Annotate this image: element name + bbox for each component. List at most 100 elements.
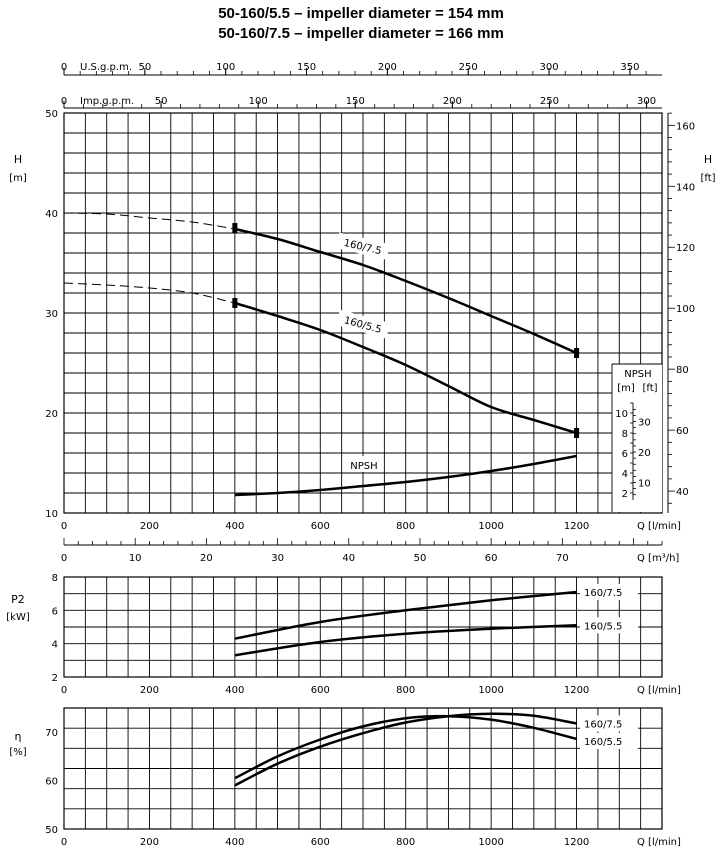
p2-ytick-label: 4 <box>52 640 58 651</box>
p2-frame <box>63 576 663 678</box>
usgpm-tick-label: 200 <box>378 62 397 73</box>
m3h-tick-label: 10 <box>129 553 142 564</box>
h-label-npsh-bg <box>345 456 383 472</box>
p2-label-160-7-5: 160/7.5 <box>584 588 622 599</box>
p2-label: P2 <box>11 593 25 606</box>
p2-unit: [kW] <box>6 612 30 623</box>
h-ft-tick-label: 120 <box>676 243 695 254</box>
npsh-ft-tick-label: 20 <box>638 448 651 459</box>
h-ft-tick-label: 100 <box>676 304 695 315</box>
impgpm-tick-label: 300 <box>637 96 656 107</box>
eta-label-160-7-5-bg <box>580 715 638 732</box>
h-frame <box>63 112 663 514</box>
m3h-axis-label: Q [m³/h] <box>637 553 679 564</box>
eta-ytick-label: 50 <box>45 825 58 836</box>
eta-unit: [%] <box>9 747 26 758</box>
h-grid <box>64 113 662 513</box>
npsh-m-tick-label: 6 <box>622 449 628 460</box>
p2-ytick-label: 8 <box>52 573 58 584</box>
npsh-m-tick-label: 10 <box>615 409 628 420</box>
p2-series-160-5-5 <box>234 624 577 657</box>
h-series-160-5-5 <box>234 301 577 435</box>
h-ytick-label: 50 <box>45 109 58 120</box>
p2-label-160-5-5: 160/5.5 <box>584 621 622 632</box>
usgpm-tick-label: 300 <box>540 62 559 73</box>
p2-label-160-5-5-bg <box>580 617 638 634</box>
usgpm-tick-label: 100 <box>216 62 235 73</box>
m3h-tick-label: 40 <box>342 553 355 564</box>
p2-ytick-label: 6 <box>52 606 58 617</box>
m3h-tick-label: 20 <box>200 553 213 564</box>
npsh-m-tick-label: 2 <box>622 489 628 500</box>
h-ft-tick-label: 40 <box>676 487 689 498</box>
h-ft-tick-label: 140 <box>676 182 695 193</box>
npsh-unit-m: [m] <box>617 383 635 394</box>
usgpm-tick-label: 250 <box>459 62 478 73</box>
npsh-box-bg <box>612 364 662 512</box>
h-series-160-5-5-dashed <box>63 282 236 304</box>
usgpm-axis-label: U.S.g.p.m. <box>80 62 132 73</box>
m3h-tick-label: 60 <box>485 553 498 564</box>
h-label-npsh: NPSH <box>350 461 377 472</box>
h-left-label: H <box>14 153 22 166</box>
eta-series-160-5-5 <box>234 714 577 780</box>
h-xtick-label: 0 <box>61 521 67 532</box>
p2-xtick-label: 1200 <box>564 685 589 696</box>
eta-q-axis-label: Q [l/min] <box>637 837 681 848</box>
p2-series-160-7-5 <box>234 590 577 640</box>
usgpm-tick-label: 50 <box>138 62 151 73</box>
p2-q-axis-label: Q [l/min] <box>637 685 681 696</box>
p2-xtick-label: 1000 <box>478 685 503 696</box>
eta-ytick-label: 60 <box>45 777 58 788</box>
h-curve-marker <box>574 348 580 358</box>
p2-xtick-label: 800 <box>396 685 415 696</box>
impgpm-tick-label: 50 <box>155 96 168 107</box>
impgpm-tick-label: 100 <box>249 96 268 107</box>
usgpm-tick-label: 0 <box>61 62 67 73</box>
h-curve-marker <box>232 298 238 308</box>
p2-ytick-label: 2 <box>52 673 58 684</box>
p2-xtick-label: 0 <box>61 685 67 696</box>
h-right-unit: [ft] <box>700 173 715 184</box>
eta-xtick-label: 0 <box>61 837 67 848</box>
m3h-tick-label: 70 <box>556 553 569 564</box>
h-ft-tick-label: 60 <box>676 426 689 437</box>
m3h-tick-label: 50 <box>414 553 427 564</box>
h-series-160-7-5 <box>234 227 578 355</box>
impgpm-tick-label: 150 <box>346 96 365 107</box>
h-q-axis-label: Q [l/min] <box>637 521 681 532</box>
h-curve-marker <box>232 223 238 233</box>
npsh-unit-ft: [ft] <box>642 383 657 394</box>
npsh-axis-title: NPSH <box>624 369 651 380</box>
eta-grid <box>64 708 662 829</box>
h-xtick-label: 800 <box>396 521 415 532</box>
npsh-ft-tick-label: 10 <box>638 479 651 490</box>
p2-xtick-label: 600 <box>311 685 330 696</box>
eta-label: η <box>15 730 22 743</box>
eta-label-160-5-5-bg <box>580 732 638 749</box>
eta-ytick-label: 70 <box>45 728 58 739</box>
h-ytick-label: 20 <box>45 409 58 420</box>
eta-xtick-label: 200 <box>140 837 159 848</box>
p2-xtick-label: 200 <box>140 685 159 696</box>
npsh-ft-tick-label: 30 <box>638 418 651 429</box>
h-ft-tick-label: 80 <box>676 365 689 376</box>
h-series-160-7-5-dashed <box>63 212 235 230</box>
title-line-2: 50-160/7.5 – impeller diameter = 166 mm <box>218 25 504 42</box>
h-right-label: H <box>704 153 712 166</box>
eta-frame <box>63 707 663 830</box>
p2-label-160-7-5-bg <box>580 584 638 600</box>
p2-xtick-label: 400 <box>225 685 244 696</box>
h-series-npsh <box>234 454 577 497</box>
h-label-160-7-5-bg <box>335 232 391 260</box>
h-xtick-label: 400 <box>225 521 244 532</box>
eta-xtick-label: 1000 <box>478 837 503 848</box>
npsh-m-tick-label: 8 <box>622 429 628 440</box>
eta-xtick-label: 800 <box>396 837 415 848</box>
impgpm-tick-label: 250 <box>540 96 559 107</box>
title-line-1: 50-160/5.5 – impeller diameter = 154 mm <box>218 5 504 22</box>
h-ft-tick-label: 160 <box>676 121 695 132</box>
npsh-m-tick-label: 4 <box>622 469 628 480</box>
eta-xtick-label: 400 <box>225 837 244 848</box>
